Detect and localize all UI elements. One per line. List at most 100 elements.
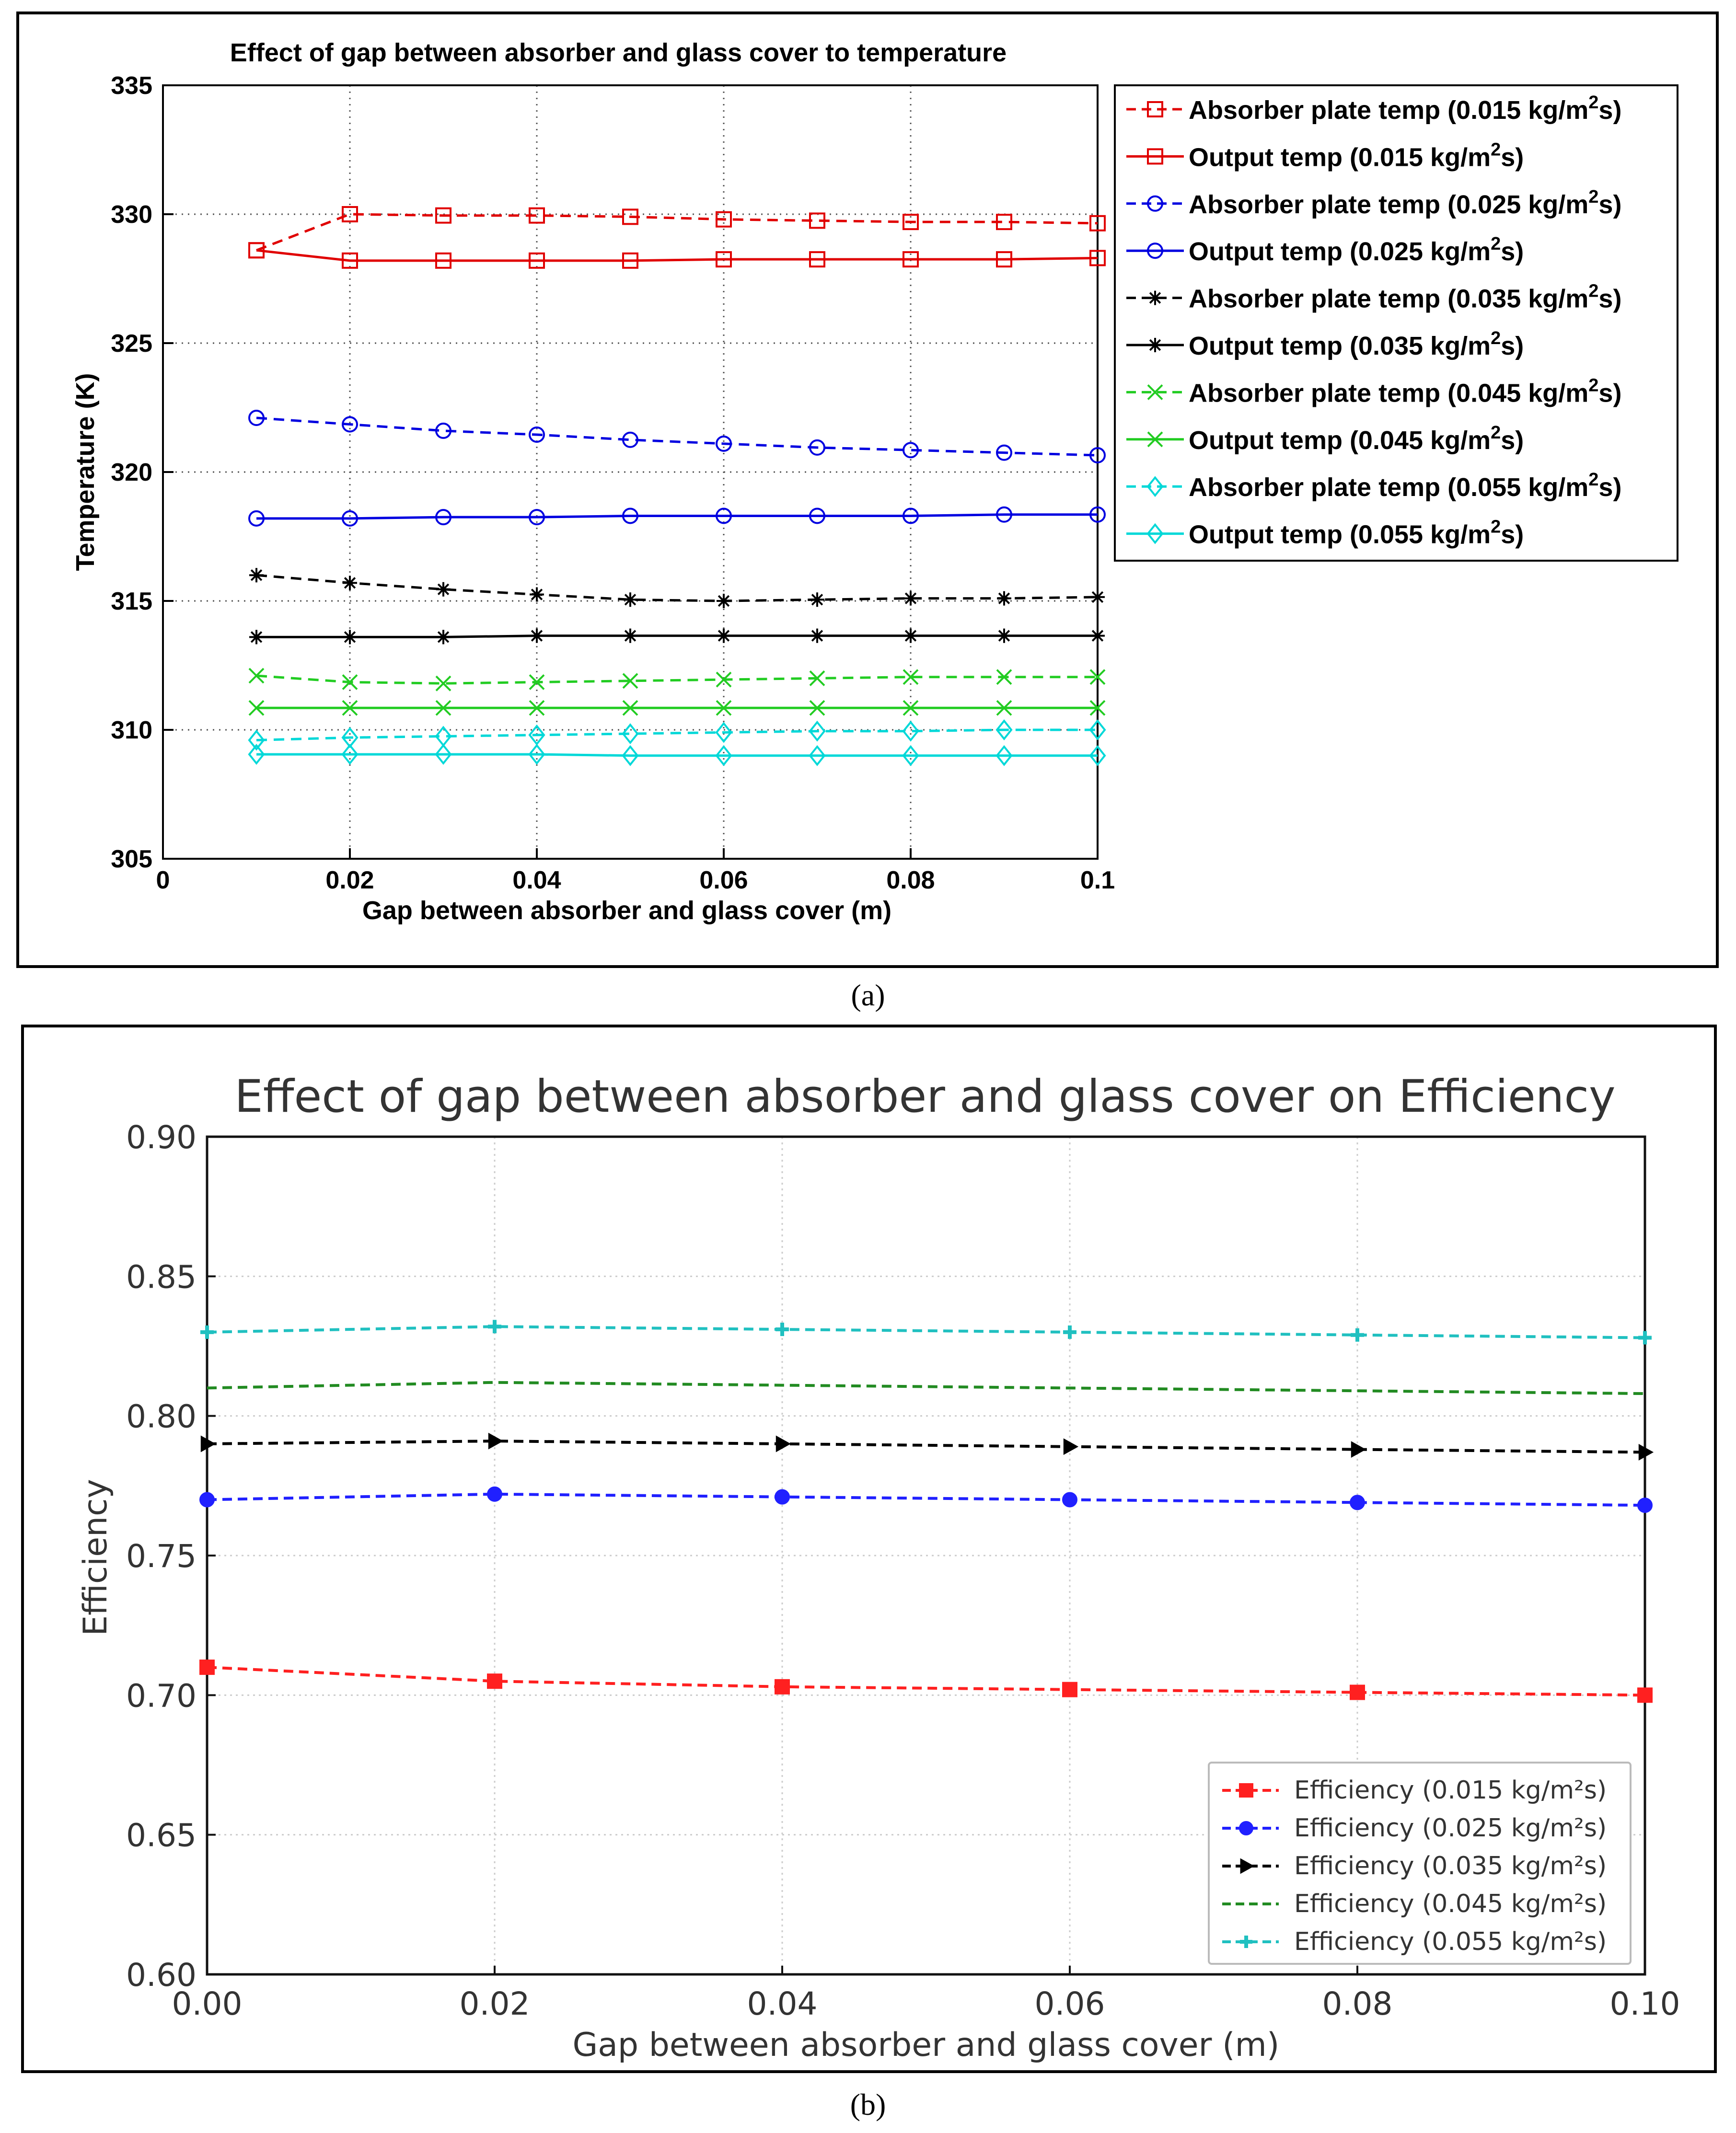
chart-b-y-axis-label: Efficiency [77, 1479, 115, 1636]
caption-b: (b) [850, 2087, 886, 2121]
data-point [996, 444, 1012, 461]
y-tick-label: 335 [111, 72, 152, 100]
series-a-4 [249, 568, 1105, 608]
series-b-2 [200, 1432, 1654, 1461]
y-tick-label: 315 [111, 588, 152, 615]
data-point [435, 509, 451, 526]
series-line [256, 574, 1098, 602]
legend-marker [1147, 195, 1163, 212]
data-point [903, 669, 919, 685]
legend-marker [1148, 338, 1162, 352]
series-a-3 [248, 506, 1106, 527]
data-point [488, 1432, 504, 1450]
data-point [1089, 250, 1106, 266]
data-point [435, 422, 451, 439]
data-point [903, 442, 919, 459]
caption-a: (a) [851, 978, 885, 1012]
data-point [249, 568, 264, 583]
legend-label: Output temp (0.055 kg/m2s) [1189, 517, 1524, 549]
data-point [1089, 447, 1106, 464]
y-tick-label: 0.85 [126, 1258, 197, 1295]
chart-a-axis-ticks: 0 0.02 0.04 0.06 0.08 0.1 305 310 315 320 325 330 33… [111, 72, 1115, 894]
data-point [809, 720, 826, 742]
data-point [343, 576, 357, 590]
legend-item: Absorber plate temp (0.015 kg/m2s) [1126, 92, 1621, 125]
legend-label: Output temp (0.035 kg/m2s) [1189, 328, 1524, 360]
legend-marker [1239, 1783, 1253, 1798]
data-point [997, 628, 1011, 643]
data-point [530, 587, 544, 602]
data-point [529, 207, 545, 224]
data-point [622, 723, 639, 745]
x-tick-label: 0.02 [325, 866, 374, 894]
data-point [249, 630, 264, 645]
legend-item: Absorber plate temp (0.025 kg/m2s) [1126, 187, 1621, 219]
y-tick-label: 330 [111, 201, 152, 229]
legend-marker [1240, 1936, 1252, 1948]
chart-b-x-axis-label: Gap between absorber and glass cover (m) [573, 2026, 1280, 2064]
chart-b-legend: Efficiency (0.015 kg/m²s) Efficiency (0.0… [1208, 1762, 1632, 1965]
legend-label: Efficiency (0.055 kg/m²s) [1294, 1927, 1607, 1956]
data-point [717, 594, 731, 608]
data-point [436, 582, 451, 597]
y-tick-label: 305 [111, 845, 152, 873]
data-point [342, 510, 358, 527]
x-tick-label: 0.06 [699, 866, 748, 894]
data-point [530, 628, 544, 643]
legend-label: Efficiency (0.045 kg/m²s) [1294, 1890, 1607, 1918]
data-point [1062, 1682, 1077, 1697]
legend-label: Efficiency (0.015 kg/m²s) [1294, 1776, 1607, 1805]
data-point [775, 1435, 791, 1453]
x-tick-label: 0.04 [747, 1985, 818, 2022]
data-point [622, 745, 639, 766]
series-a-7 [248, 700, 1106, 716]
legend-marker [1147, 148, 1163, 165]
series-line [256, 728, 1098, 742]
chart-a-legend: Absorber plate temp (0.015 kg/m2s) Output… [1114, 84, 1678, 562]
data-point [248, 242, 265, 259]
x-tick-label: 0.02 [460, 1985, 530, 2022]
data-point [435, 675, 451, 692]
legend-label: Absorber plate temp (0.015 kg/m2s) [1189, 92, 1621, 125]
data-point [622, 507, 638, 524]
legend-marker [1148, 290, 1162, 305]
legend-item: Output temp (0.045 kg/m2s) [1126, 423, 1524, 455]
data-point [902, 720, 919, 742]
temperature-chart: Effect of gap between absorber and glass… [71, 38, 1678, 925]
legend-label: Absorber plate temp (0.035 kg/m2s) [1189, 281, 1621, 313]
data-point [529, 674, 545, 690]
legend-marker [1240, 1858, 1255, 1874]
data-point [1062, 1492, 1077, 1508]
series-a-6 [248, 668, 1106, 692]
data-point [809, 251, 825, 268]
data-point [715, 745, 732, 766]
data-point [529, 426, 545, 443]
legend-item: Output temp (0.055 kg/m2s) [1126, 517, 1524, 549]
data-point [903, 251, 919, 268]
data-point [529, 252, 545, 269]
series-b-1 [199, 1486, 1653, 1513]
data-point [529, 509, 545, 526]
data-point [716, 251, 732, 268]
data-point [996, 251, 1012, 268]
legend-item: Efficiency (0.045 kg/m²s) [1222, 1890, 1607, 1918]
chart-b-grid [207, 1137, 1645, 1974]
data-point [1638, 1331, 1652, 1345]
data-point [1090, 628, 1105, 643]
data-point [248, 744, 265, 765]
legend-marker [1239, 1821, 1253, 1835]
data-point [487, 1673, 502, 1689]
x-tick-label: 0.08 [1322, 1985, 1393, 2022]
y-tick-label: 0.60 [126, 1957, 197, 1994]
data-point [1350, 1495, 1365, 1510]
data-point [342, 252, 358, 269]
data-point [810, 628, 824, 643]
y-tick-label: 0.70 [126, 1677, 197, 1714]
data-point [623, 592, 637, 607]
legend-label: Output temp (0.015 kg/m2s) [1189, 139, 1524, 172]
series-line [256, 513, 1098, 520]
data-point [809, 439, 825, 456]
legend-marker [1147, 431, 1163, 448]
data-point [343, 630, 357, 645]
data-point [1090, 589, 1105, 604]
